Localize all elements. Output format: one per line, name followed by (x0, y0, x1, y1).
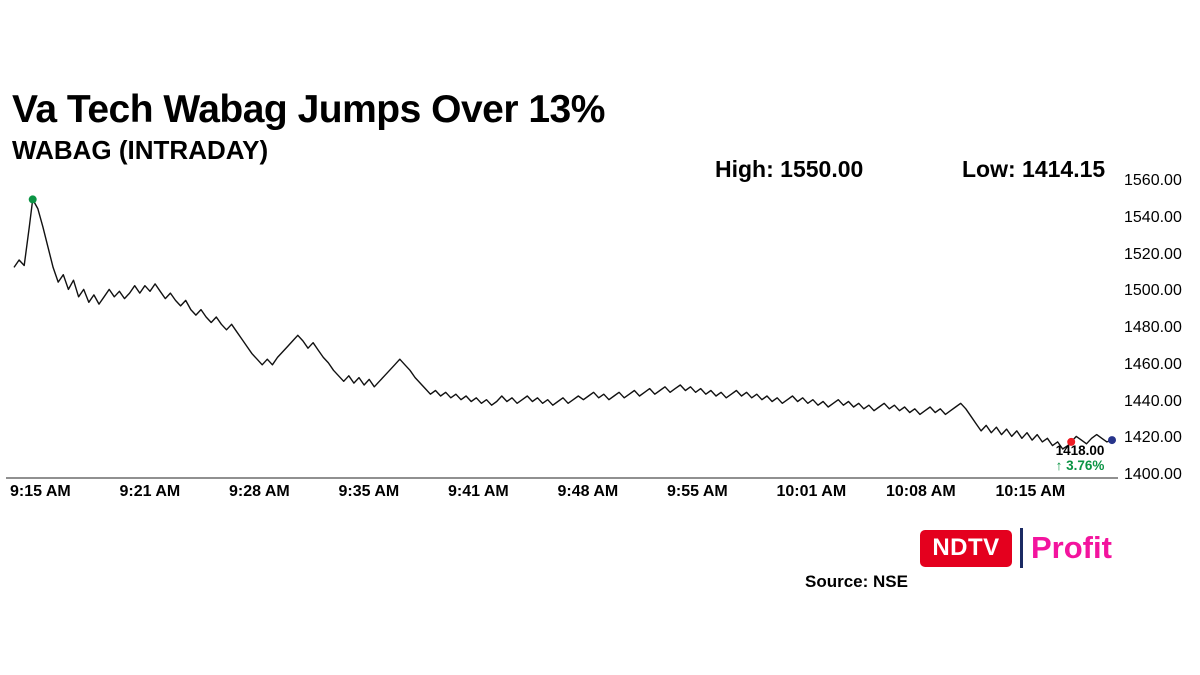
ndtv-profit-logo: NDTV Profit (920, 528, 1112, 568)
y-axis-label: 1400.00 (1124, 466, 1182, 483)
y-axis-label: 1500.00 (1124, 282, 1182, 300)
last-price-callout: 1418.00 ↑ 3.76% (1036, 443, 1124, 473)
y-axis-label: 1460.00 (1124, 355, 1182, 373)
x-axis-label: 10:08 AM (886, 483, 956, 500)
y-axis-label: 1440.00 (1124, 392, 1182, 410)
logo-separator (1020, 528, 1023, 568)
price-line (13, 198, 1113, 450)
x-axis-label: 9:15 AM (10, 483, 71, 500)
headline: Va Tech Wabag Jumps Over 13% (12, 88, 605, 132)
low-value: 1414.15 (1022, 156, 1106, 182)
x-axis-label: 9:21 AM (119, 483, 181, 500)
profit-wordmark: Profit (1031, 530, 1112, 565)
price-chart (6, 195, 1118, 479)
x-axis-label: 9:41 AM (448, 483, 509, 500)
ticker-subtitle: WABAG (INTRADAY) (12, 134, 269, 165)
x-axis-label: 10:15 AM (995, 483, 1066, 500)
x-axis-label: 10:01 AM (776, 483, 847, 500)
x-axis-label: 9:28 AM (229, 483, 290, 500)
low-stat: Low: 1414.15 (962, 156, 1105, 183)
ndtv-logo: NDTV (920, 529, 1012, 567)
y-axis-label: 1420.00 (1124, 429, 1182, 447)
x-axis-label: 9:35 AM (338, 483, 400, 500)
y-axis-label: 1520.00 (1124, 245, 1182, 263)
high-value: 1550.00 (780, 156, 864, 182)
last-price-value: 1418.00 (1055, 443, 1105, 458)
x-axis-label: 9:48 AM (557, 483, 619, 500)
last-trade-dot (1067, 437, 1076, 446)
latest-tick-dot (1108, 436, 1116, 445)
x-axis: 9:15 AM 9:21 AM 9:28 AM 9:35 AM 9:41 AM 9:48 … (0, 483, 1200, 505)
session-high-dot (28, 195, 37, 204)
y-axis-label: 1540.00 (1124, 208, 1182, 226)
last-price-change: ↑ 3.76% (1055, 458, 1105, 473)
high-stat: High: 1550.00 (715, 156, 863, 183)
y-axis-label: 1480.00 (1124, 319, 1182, 336)
y-axis-label: 1560.00 (1124, 172, 1182, 189)
source-credit: Source: NSE (805, 572, 908, 591)
x-axis-label: 9:55 AM (667, 483, 728, 500)
y-axis: 1560.00 1540.00 1520.00 1500.00 1480.00 1460.… (1124, 172, 1200, 484)
high-label: High: (715, 156, 774, 182)
low-label: Low: (962, 156, 1016, 182)
ndtv-logo-text: NDTV (932, 534, 1000, 561)
